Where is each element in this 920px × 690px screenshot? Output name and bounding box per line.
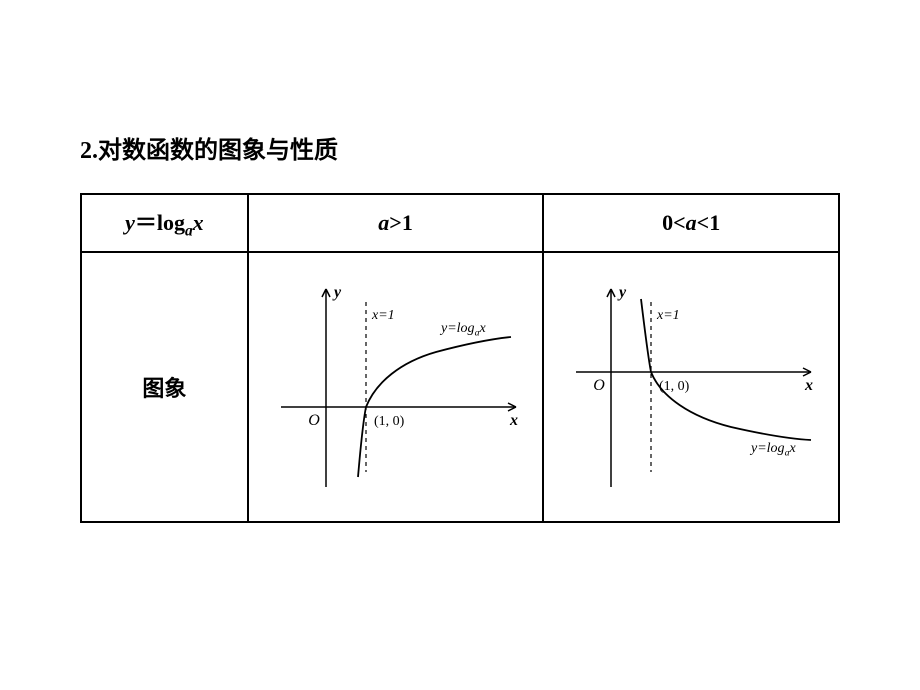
chart-cell-1: y x Ox=1 (1, 0) y=logax	[248, 252, 544, 522]
section-title: 2.对数函数的图象与性质	[80, 130, 840, 165]
svg-text:O: O	[308, 412, 320, 429]
function-label: y＝logax	[125, 210, 204, 235]
log-chart-decreasing: y x Ox=1 (1, 0) y=logax	[561, 277, 821, 497]
table-row: 图象 y x Ox=1 (1, 0) y=logax y x Ox=1 (1, 0) y=log…	[81, 252, 839, 522]
svg-text:y: y	[617, 284, 627, 301]
svg-text:(1, 0): (1, 0)	[374, 414, 405, 429]
svg-text:y=logax: y=logax	[439, 321, 486, 339]
log-chart-increasing: y x Ox=1 (1, 0) y=logax	[266, 277, 526, 497]
svg-text:x: x	[509, 412, 518, 429]
svg-text:y: y	[332, 284, 342, 301]
row-label-graph: 图象	[142, 376, 186, 401]
svg-text:x: x	[804, 377, 813, 394]
properties-table: y＝logax a>1 0<a<1 图象 y x Ox=1 (1, 0) y=logax…	[80, 193, 840, 523]
svg-text:(1, 0): (1, 0)	[659, 379, 690, 394]
table-header-row: y＝logax a>1 0<a<1	[81, 194, 839, 252]
svg-text:O: O	[593, 377, 605, 394]
column-header-a-lt-1: 0<a<1	[662, 210, 720, 235]
svg-text:x=1: x=1	[656, 308, 680, 323]
svg-text:x=1: x=1	[371, 308, 395, 323]
chart-cell-2: y x Ox=1 (1, 0) y=logax	[543, 252, 839, 522]
svg-text:y=logax: y=logax	[749, 441, 796, 459]
column-header-a-gt-1: a>1	[378, 210, 413, 235]
